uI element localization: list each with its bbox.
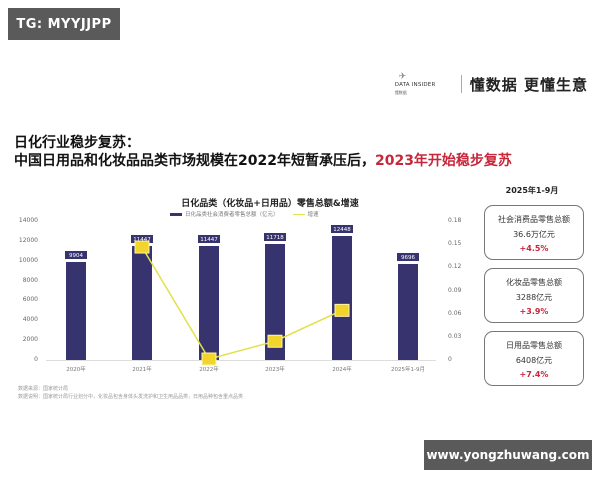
x-axis-tick: 2025年1-9月: [391, 367, 425, 373]
kpi-value: 36.6万亿元: [513, 230, 555, 239]
bar-value-label: 9904: [64, 249, 88, 260]
y-axis-left-tick: 0: [34, 356, 38, 363]
y-axis-left-tick: 4000: [22, 316, 38, 324]
chart-legend: 日化品类社会消费者零售总额（亿元） 增速: [170, 210, 319, 218]
x-axis-tick: 2022年: [199, 367, 219, 373]
x-axis-tick: 2020年: [66, 367, 86, 373]
y-axis-right-tick: 0.06: [448, 309, 462, 317]
y-axis-right-tick: 0.18: [448, 217, 462, 224]
watermark-bottom-right: www.yongzhuwang.com: [424, 440, 592, 470]
watermark-top-left: TG: MYYJJPP: [8, 8, 120, 40]
side-panel-period: 2025年1-9月: [505, 186, 559, 195]
bar-value-label: 11718: [263, 231, 287, 242]
y-axis-right-tick: 0.09: [448, 286, 462, 294]
brand-header: ✈ DATA INSIDER 懂数据 懂数据 更懂生意: [395, 72, 588, 96]
y-axis-left-tick: 10000: [18, 256, 38, 264]
y-axis-right-tick: 0: [448, 356, 452, 363]
bar: [199, 246, 219, 360]
y-axis-left-tick: 6000: [22, 296, 38, 304]
headline-line1: 日化行业稳步复苏：: [14, 135, 140, 151]
growth-marker: [201, 352, 217, 366]
growth-marker: [267, 334, 283, 348]
kpi-growth: +7.4%: [519, 370, 549, 379]
kpi-growth: +4.5%: [519, 244, 549, 253]
kpi-growth: +3.9%: [519, 307, 549, 316]
logo-subtext: 懂数据: [394, 90, 407, 95]
kpi-card-cosmetics: 化妆品零售总额 3288亿元 +3.9%: [484, 268, 584, 323]
kpi-label: 日用品零售总额: [506, 341, 562, 350]
bar-value-label: 12448: [330, 224, 354, 235]
bar-value-label: 9696: [396, 251, 420, 262]
legend-bar-label: 日化品类社会消费者零售总额（亿元）: [185, 212, 279, 218]
headline-highlight: 2023年开始稳步复苏: [374, 153, 512, 169]
brand-divider: [460, 75, 462, 93]
x-axis-tick: 2024年: [332, 367, 352, 373]
growth-marker: [334, 303, 350, 317]
chart-title: 日化品类（化妆品+日用品）零售总额&增速: [181, 199, 359, 209]
headline-line2: 中国日用品和化妆品品类市场规模在2022年短暂承压后，2023年开始稳步复苏: [14, 150, 512, 170]
bird-logo-icon: ✈: [398, 72, 407, 82]
kpi-value: 6408亿元: [515, 356, 553, 365]
y-axis-left-tick: 14000: [18, 217, 38, 224]
bar: [132, 246, 152, 360]
kpi-card-social-retail: 社会消费品零售总额 36.6万亿元 +4.5%: [484, 205, 584, 260]
legend-line-label: 增速: [307, 212, 319, 218]
y-axis-left-tick: 8000: [22, 276, 38, 284]
x-axis-tick: 2023年: [265, 367, 285, 373]
bar: [265, 243, 285, 360]
legend-bar-swatch: [170, 212, 182, 216]
bar-value-label: 11447: [197, 234, 221, 245]
data-description-note: 数据说明：国家统计局行业划分中，化妆品包含身体头发洗护和卫生用品品类，日用品种包…: [18, 394, 244, 400]
y-axis-left-tick: 12000: [18, 236, 38, 244]
bar: [332, 236, 352, 360]
brand-slogan: 懂数据 更懂生意: [469, 75, 588, 94]
kpi-value: 3288亿元: [515, 293, 553, 302]
kpi-card-daily-goods: 日用品零售总额 6408亿元 +7.4%: [484, 331, 584, 386]
y-axis-right-tick: 0.12: [448, 263, 462, 271]
y-axis-left-tick: 2000: [22, 336, 38, 344]
bar: [66, 261, 86, 360]
kpi-label: 社会消费品零售总额: [498, 215, 570, 224]
legend-line-swatch: [292, 213, 305, 215]
growth-marker: [134, 240, 150, 254]
bar: [398, 263, 418, 360]
headline-prefix: 中国日用品和化妆品品类市场规模在2022年短暂承压后，: [14, 153, 375, 169]
chart-notes: 数据来源：国家统计局 数据说明：国家统计局行业划分中，化妆品包含身体头发洗护和卫…: [18, 385, 243, 401]
x-axis-line: [46, 360, 436, 361]
y-axis-right-tick: 0.15: [448, 240, 462, 248]
data-source-note: 数据来源：国家统计局: [18, 386, 69, 392]
logo-text: DATA INSIDER: [394, 82, 436, 88]
kpi-label: 化妆品零售总额: [506, 278, 562, 287]
y-axis-right-tick: 0.03: [448, 332, 462, 340]
data-insider-logo: ✈ DATA INSIDER 懂数据: [395, 72, 457, 96]
x-axis-tick: 2021年: [132, 367, 152, 373]
